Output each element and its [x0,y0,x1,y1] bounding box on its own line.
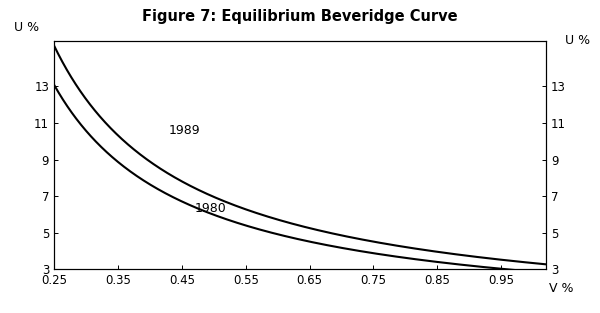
X-axis label: V %: V % [548,282,573,295]
Text: 1980: 1980 [194,202,226,215]
Y-axis label: U %: U % [14,21,40,34]
Text: 1989: 1989 [169,124,200,137]
Y-axis label: U %: U % [565,34,590,47]
Text: Figure 7: Equilibrium Beveridge Curve: Figure 7: Equilibrium Beveridge Curve [142,9,458,24]
